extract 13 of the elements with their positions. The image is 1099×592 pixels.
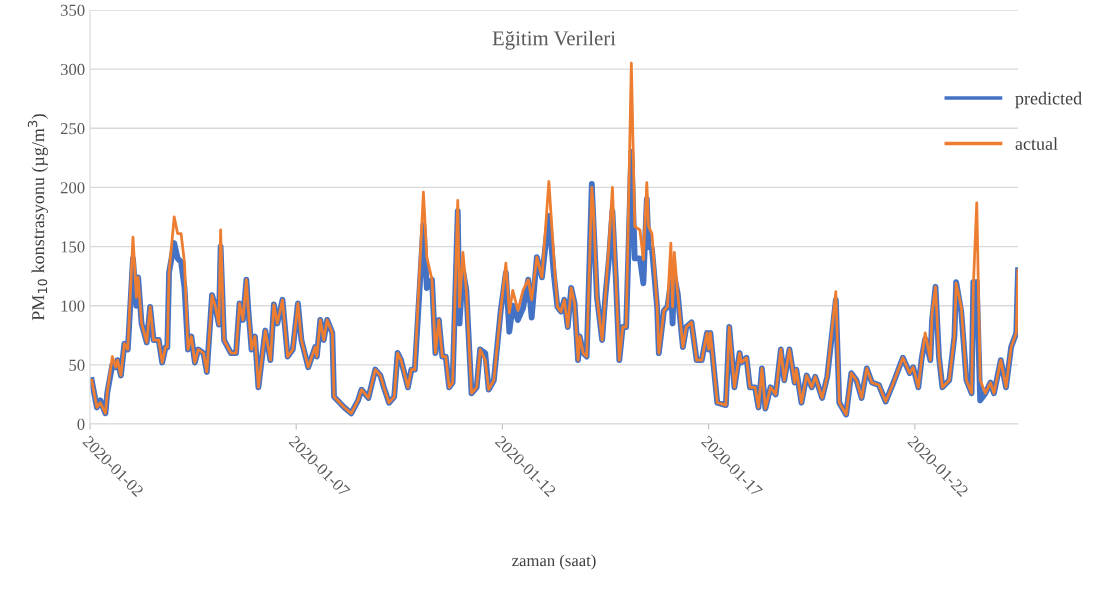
y-tick-label: 350 [60, 4, 85, 16]
y-tick-label: 200 [60, 182, 85, 194]
legend-label: actual [1015, 137, 1058, 150]
x-axis-title: zaman (saat) [512, 554, 596, 570]
legend-label: predicted [1015, 91, 1082, 109]
y-tick-label: 50 [69, 359, 85, 371]
y-tick-label: 0 [77, 418, 85, 430]
y-tick-label: 300 [60, 63, 85, 76]
text: Eğitim Verileri [492, 30, 616, 50]
y-axis-title: PM$_{10}$ konstrasyonu (µg/m$^{3}$) [27, 114, 48, 321]
y-tick-label: 150 [61, 241, 85, 253]
y-tick-label: 100 [61, 300, 85, 312]
y-tick-label: 250 [60, 122, 85, 135]
